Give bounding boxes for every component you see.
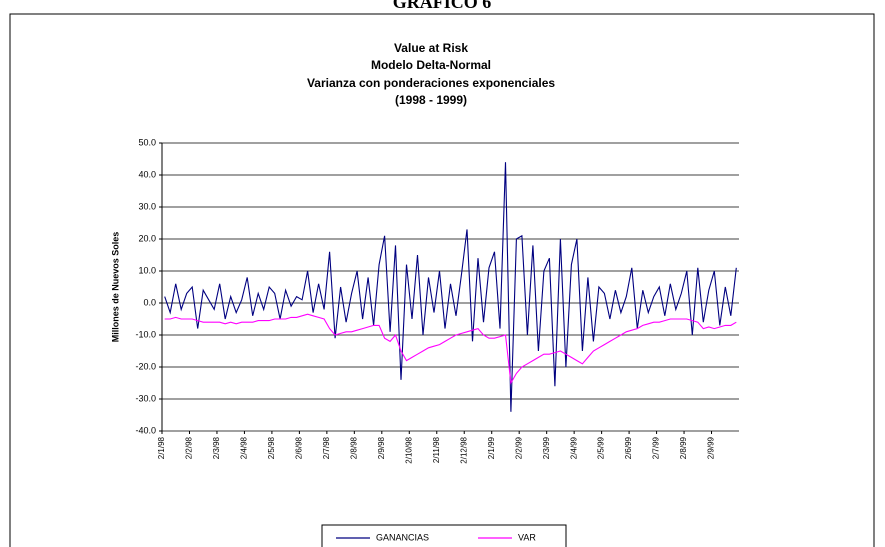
x-tick-label: 2/4/98	[240, 436, 249, 459]
frame	[9, 13, 875, 547]
x-tick-label: 2/9/98	[377, 436, 386, 459]
y-tick-label: 30.0	[138, 201, 156, 211]
legend	[321, 524, 567, 547]
chart-title: Varianza con ponderaciones exponenciales	[307, 76, 555, 90]
x-tick-label: 2/7/99	[652, 436, 661, 459]
x-tick-label: 2/11/98	[432, 436, 441, 463]
x-tick-label: 2/8/99	[679, 436, 688, 459]
y-tick-label: -20.0	[135, 361, 156, 371]
x-tick-label: 2/6/99	[624, 436, 633, 459]
y-tick-label: 40.0	[138, 169, 156, 179]
y-axis-label: Millones de Nuevos Soles	[110, 232, 120, 343]
legend-label: GANANCIAS	[376, 532, 429, 542]
x-tick-label: 2/7/98	[322, 436, 331, 459]
y-tick-label: 0.0	[143, 297, 156, 307]
x-tick-label: 2/6/98	[294, 436, 303, 459]
x-tick-label: 2/1/99	[487, 436, 496, 459]
x-tick-label: 2/5/99	[597, 436, 606, 459]
series-line	[164, 313, 737, 385]
x-tick-label: 2/4/99	[569, 436, 578, 459]
y-tick-label: -10.0	[135, 329, 156, 339]
x-tick-label: 2/3/98	[212, 436, 221, 459]
y-tick-label: 10.0	[138, 265, 156, 275]
chart-title: Value at Risk	[394, 41, 468, 55]
legend-label: VAR	[518, 532, 536, 542]
x-tick-label: 2/1/98	[157, 436, 166, 459]
x-tick-label: 2/3/99	[542, 436, 551, 459]
chart-title: (1998 - 1999)	[395, 93, 467, 107]
x-tick-label: 2/9/99	[707, 436, 716, 459]
y-tick-label: 20.0	[138, 233, 156, 243]
chart-title: Modelo Delta-Normal	[371, 58, 491, 72]
x-tick-label: 2/10/98	[404, 436, 413, 463]
series-line	[164, 162, 737, 412]
x-tick-label: 2/2/98	[185, 436, 194, 459]
x-tick-label: 2/5/98	[267, 436, 276, 459]
y-tick-label: -30.0	[135, 393, 156, 403]
y-tick-label: 50.0	[138, 137, 156, 147]
x-tick-label: 2/2/99	[514, 436, 523, 459]
x-tick-label: 2/8/98	[349, 436, 358, 459]
heading: GRAFICO 6	[393, 0, 492, 12]
y-tick-label: -40.0	[135, 425, 156, 435]
x-tick-label: 2/12/98	[459, 436, 468, 463]
